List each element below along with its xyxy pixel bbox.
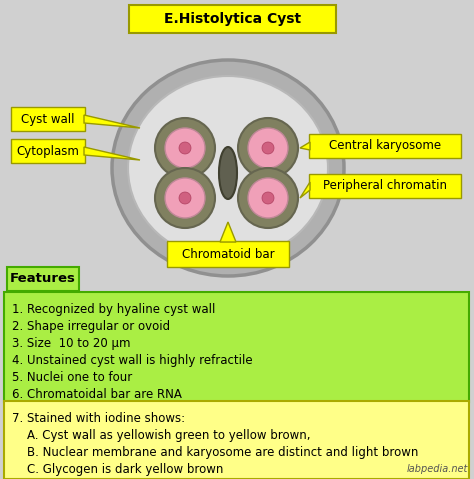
Text: C. Glycogen is dark yellow brown: C. Glycogen is dark yellow brown bbox=[12, 463, 223, 476]
FancyBboxPatch shape bbox=[11, 107, 85, 131]
FancyBboxPatch shape bbox=[7, 267, 79, 291]
Circle shape bbox=[262, 192, 274, 204]
Ellipse shape bbox=[219, 147, 237, 199]
Text: 5. Nuclei one to four: 5. Nuclei one to four bbox=[12, 371, 132, 384]
Circle shape bbox=[238, 168, 298, 228]
Circle shape bbox=[179, 142, 191, 154]
Text: Cytoplasm: Cytoplasm bbox=[17, 145, 80, 158]
Text: 4. Unstained cyst wall is highly refractile: 4. Unstained cyst wall is highly refract… bbox=[12, 354, 253, 367]
Text: labpedia.net: labpedia.net bbox=[407, 464, 468, 474]
Polygon shape bbox=[84, 147, 140, 160]
FancyBboxPatch shape bbox=[129, 5, 336, 33]
Circle shape bbox=[155, 168, 215, 228]
Text: 1. Recognized by hyaline cyst wall: 1. Recognized by hyaline cyst wall bbox=[12, 303, 215, 316]
Text: B. Nuclear membrane and karyosome are distinct and light brown: B. Nuclear membrane and karyosome are di… bbox=[12, 446, 419, 459]
Polygon shape bbox=[84, 115, 140, 128]
Text: E.Histolytica Cyst: E.Histolytica Cyst bbox=[164, 12, 301, 26]
FancyBboxPatch shape bbox=[11, 139, 85, 163]
Polygon shape bbox=[220, 222, 236, 242]
Text: 7. Stained with iodine shows:: 7. Stained with iodine shows: bbox=[12, 412, 185, 425]
Circle shape bbox=[248, 178, 288, 218]
Text: Chromatoid bar: Chromatoid bar bbox=[182, 248, 274, 261]
Ellipse shape bbox=[128, 76, 328, 260]
Text: 6. Chromatoidal bar are RNA: 6. Chromatoidal bar are RNA bbox=[12, 388, 182, 401]
Ellipse shape bbox=[112, 60, 344, 276]
Circle shape bbox=[165, 178, 205, 218]
Circle shape bbox=[179, 192, 191, 204]
Text: 3. Size  10 to 20 μm: 3. Size 10 to 20 μm bbox=[12, 337, 130, 350]
FancyBboxPatch shape bbox=[309, 174, 461, 198]
FancyBboxPatch shape bbox=[4, 401, 469, 479]
Text: Peripheral chromatin: Peripheral chromatin bbox=[323, 180, 447, 193]
Circle shape bbox=[155, 118, 215, 178]
Circle shape bbox=[262, 142, 274, 154]
FancyBboxPatch shape bbox=[167, 241, 289, 267]
FancyBboxPatch shape bbox=[4, 292, 469, 402]
Circle shape bbox=[248, 128, 288, 168]
Text: Central karyosome: Central karyosome bbox=[329, 139, 441, 152]
Text: Cyst wall: Cyst wall bbox=[21, 113, 75, 125]
Polygon shape bbox=[300, 182, 310, 198]
Circle shape bbox=[165, 128, 205, 168]
Circle shape bbox=[238, 118, 298, 178]
FancyBboxPatch shape bbox=[309, 134, 461, 158]
Text: 2. Shape irregular or ovoid: 2. Shape irregular or ovoid bbox=[12, 320, 170, 333]
Polygon shape bbox=[300, 142, 310, 150]
Text: Features: Features bbox=[10, 273, 76, 285]
Text: A. Cyst wall as yellowish green to yellow brown,: A. Cyst wall as yellowish green to yello… bbox=[12, 429, 310, 442]
